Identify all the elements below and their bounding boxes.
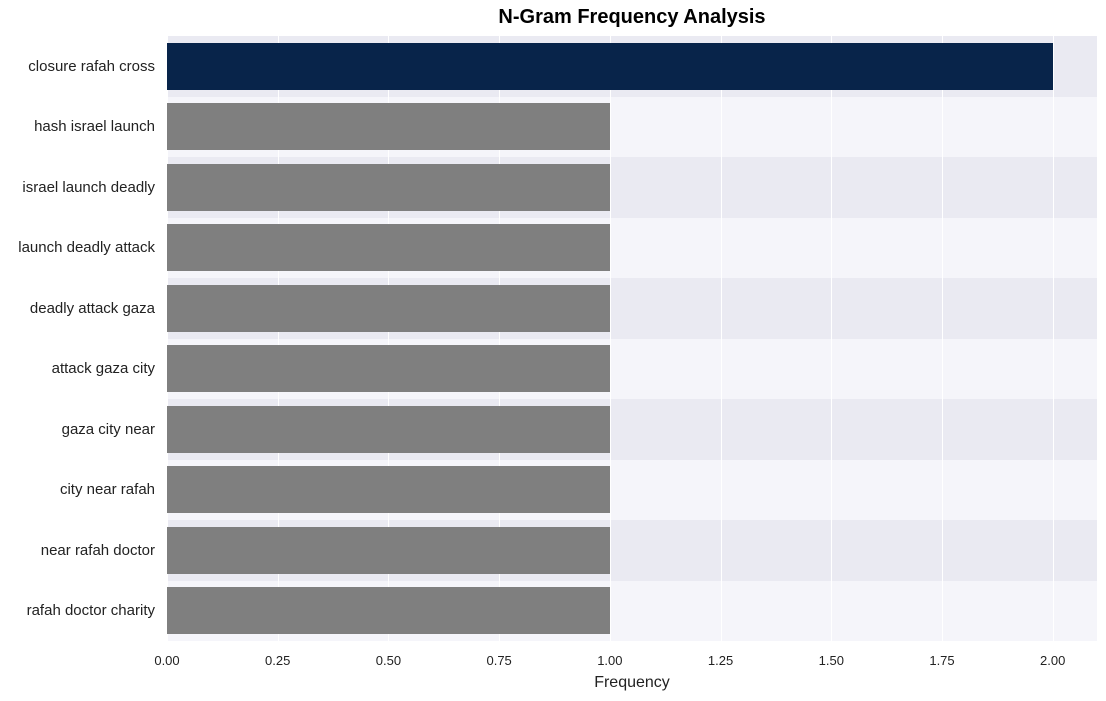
y-tick-label: israel launch deadly [0,179,155,196]
x-tick-label: 0.75 [486,653,511,668]
bar [167,164,610,211]
x-tick-label: 2.00 [1040,653,1065,668]
bar [167,406,610,453]
bar [167,345,610,392]
bar [167,103,610,150]
bar [167,224,610,271]
y-tick-label: city near rafah [0,481,155,498]
x-tick-label: 1.50 [819,653,844,668]
x-tick-label: 0.00 [154,653,179,668]
plot-area [167,36,1097,641]
y-tick-label: attack gaza city [0,360,155,377]
bar [167,43,1053,90]
x-tick-label: 1.25 [708,653,733,668]
x-tick-label: 1.00 [597,653,622,668]
x-tick-label: 0.50 [376,653,401,668]
y-tick-label: closure rafah cross [0,58,155,75]
bar [167,587,610,634]
x-axis-title: Frequency [167,674,1097,692]
bar [167,527,610,574]
y-tick-label: launch deadly attack [0,239,155,256]
bars-layer [167,36,1097,641]
y-tick-label: deadly attack gaza [0,300,155,317]
y-tick-label: rafah doctor charity [0,602,155,619]
y-tick-label: hash israel launch [0,118,155,135]
bar [167,466,610,513]
chart-title: N-Gram Frequency Analysis [167,6,1097,29]
bar [167,285,610,332]
y-tick-label: gaza city near [0,421,155,438]
x-tick-label: 0.25 [265,653,290,668]
x-tick-label: 1.75 [929,653,954,668]
y-tick-label: near rafah doctor [0,542,155,559]
y-axis-labels: closure rafah cross hash israel launch isr… [0,36,161,641]
ngram-frequency-chart: N-Gram Frequency Analysis closure rafah … [0,0,1106,701]
